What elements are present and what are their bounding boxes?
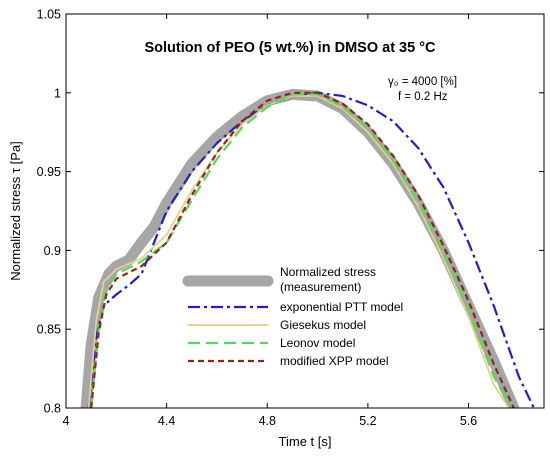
- legend-label-2: Giesekus model: [280, 318, 366, 332]
- x-axis-label: Time t [s]: [279, 434, 332, 449]
- legend-label-0: Normalized stress (measurement): [280, 265, 376, 294]
- legend-label-3: Leonov model: [280, 336, 355, 350]
- legend: Normalized stress (measurement) exponentia…: [182, 262, 403, 374]
- annotation-frequency: f = 0.2 Hz: [398, 91, 448, 103]
- legend-label-1: exponential PTT model: [280, 300, 403, 314]
- x-tick-label: 4: [63, 414, 70, 428]
- y-tick-label: 0.95: [37, 165, 61, 179]
- ticks-layer: 4 4.4 4.8 5.2 5.6 0.8 0.85 0.9 0.95 1 1.05: [37, 8, 544, 428]
- x-tick-label: 4.4: [158, 414, 175, 428]
- x-tick-label: 4.8: [259, 414, 276, 428]
- x-tick-label: 5.6: [460, 414, 477, 428]
- chart-title: Solution of PEO (5 wt.%) in DMSO at 35 °…: [145, 40, 437, 56]
- y-tick-label: 1.05: [37, 8, 61, 22]
- legend-label-4: modified XPP model: [280, 354, 389, 368]
- series-line-4: [90, 91, 515, 408]
- y-tick-label: 0.85: [37, 323, 61, 337]
- series-layer: [80, 88, 535, 408]
- y-tick-label: 0.9: [44, 244, 61, 258]
- series-line-0: [80, 88, 520, 408]
- plot-frame: [65, 13, 545, 409]
- series-line-3: [90, 93, 513, 408]
- series-line-1: [87, 91, 535, 408]
- x-tick-label: 5.2: [359, 414, 376, 428]
- annotation-strain: γ₀ = 4000 [%]: [388, 76, 457, 88]
- y-tick-label: 1: [54, 86, 61, 100]
- y-axis-label: Normalized stress τ [Pa]: [8, 141, 23, 281]
- y-tick-label: 0.8: [44, 402, 61, 416]
